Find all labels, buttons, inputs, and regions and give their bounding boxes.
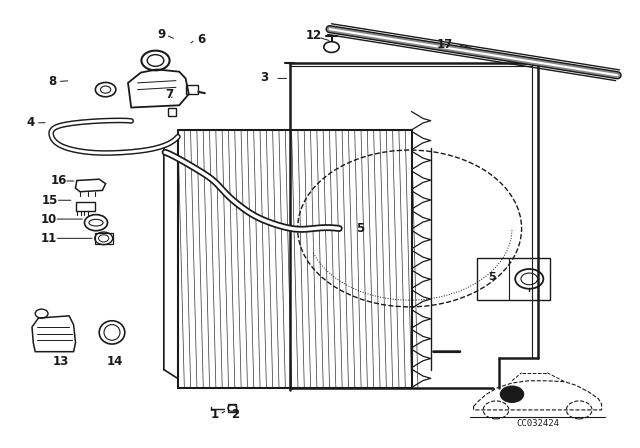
Text: 5: 5 <box>356 222 364 235</box>
Text: 1: 1 <box>211 408 218 421</box>
Text: 7: 7 <box>166 88 173 102</box>
Text: 5: 5 <box>488 272 496 282</box>
Text: 14: 14 <box>107 355 124 369</box>
Text: 9: 9 <box>157 28 165 42</box>
Text: 16: 16 <box>51 174 67 188</box>
Bar <box>228 404 236 412</box>
Bar <box>168 108 176 116</box>
Text: 8: 8 <box>49 75 56 88</box>
Bar <box>477 258 550 300</box>
Text: 11: 11 <box>40 232 57 245</box>
Text: 12: 12 <box>305 29 322 43</box>
Text: 3: 3 <box>260 70 268 84</box>
Bar <box>95 233 113 244</box>
Text: CC032424: CC032424 <box>516 419 559 428</box>
Bar <box>76 202 95 211</box>
Text: 17: 17 <box>436 38 453 52</box>
Circle shape <box>500 386 524 402</box>
Text: 10: 10 <box>40 212 57 226</box>
Bar <box>186 85 198 94</box>
Text: 6: 6 <box>198 33 205 46</box>
Text: 13: 13 <box>52 355 69 369</box>
Text: 2: 2 <box>232 408 239 421</box>
Text: 4: 4 <box>26 116 34 129</box>
Text: 15: 15 <box>42 194 58 207</box>
